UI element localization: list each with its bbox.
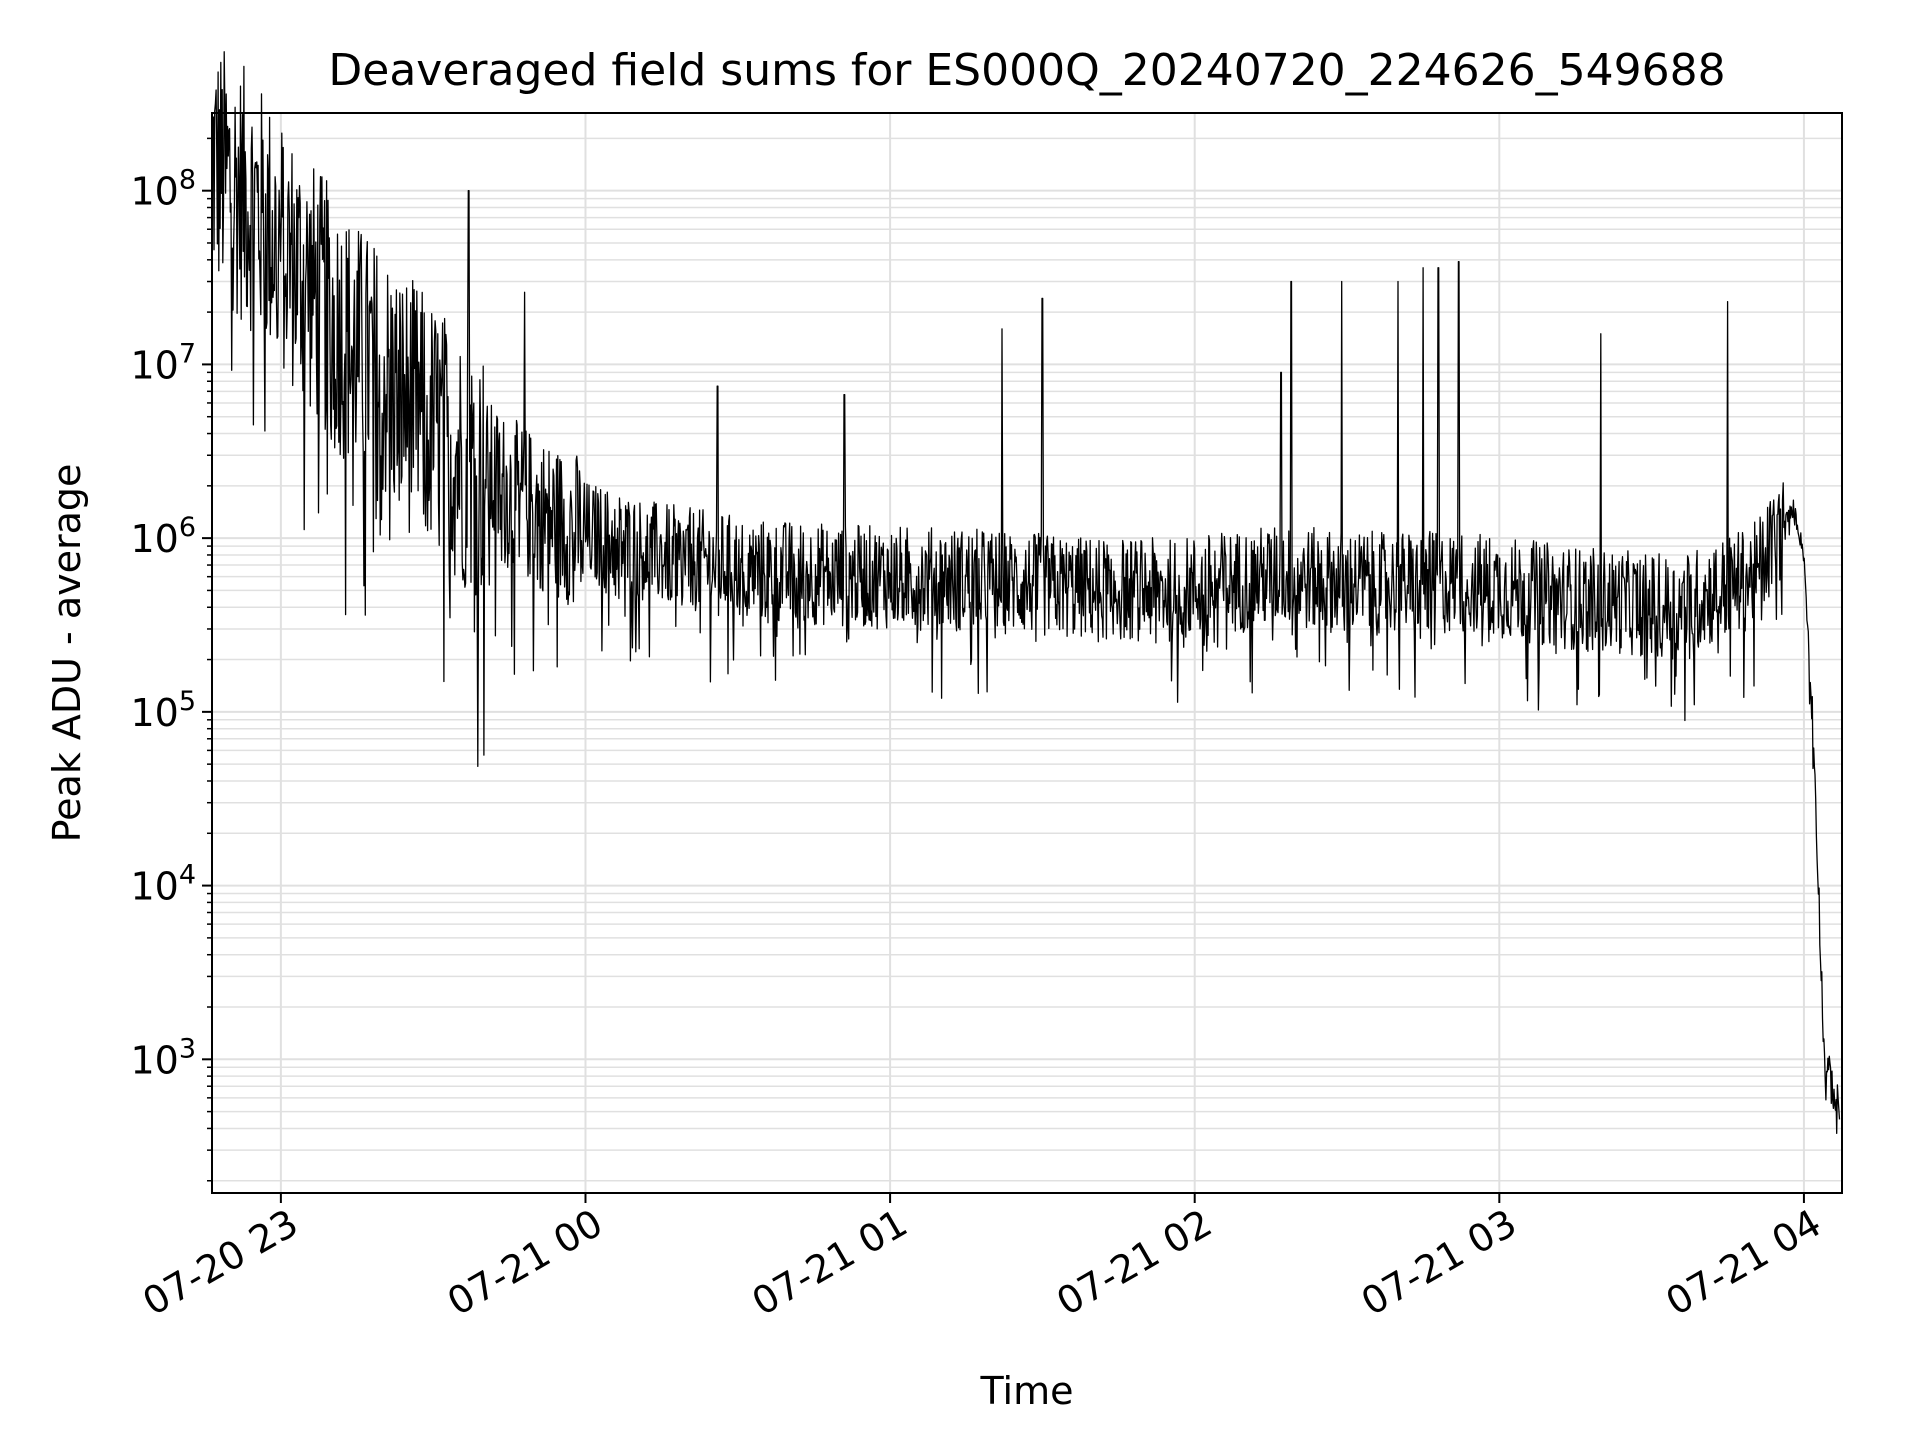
y-tick-label: 106 — [130, 512, 196, 561]
y-tick-exponent: 5 — [179, 686, 196, 717]
y-tick-label: 108 — [130, 165, 196, 214]
series-layer — [211, 51, 1841, 1135]
series-line — [211, 51, 1841, 1135]
y-tick-base: 10 — [130, 343, 178, 387]
x-axis-label: Time — [980, 1369, 1074, 1413]
y-tick-exponent: 6 — [179, 512, 196, 543]
y-tick-label: 103 — [130, 1033, 196, 1082]
plot-frame — [211, 112, 1843, 1194]
y-tick-exponent: 8 — [179, 165, 196, 196]
y-tick-exponent: 3 — [179, 1033, 196, 1064]
y-tick-exponent: 7 — [179, 338, 196, 369]
y-tick-label: 105 — [130, 686, 196, 735]
y-tick-base: 10 — [130, 865, 178, 909]
y-tick-label: 104 — [130, 860, 196, 909]
y-tick-label: 107 — [130, 338, 196, 387]
y-tick-base: 10 — [130, 170, 178, 214]
y-tick-base: 10 — [130, 517, 178, 561]
y-tick-base: 10 — [130, 691, 178, 735]
chart-title: Deaveraged field sums for ES000Q_2024072… — [328, 45, 1725, 96]
y-tick-exponent: 4 — [179, 860, 196, 891]
y-tick-base: 10 — [130, 1038, 178, 1082]
y-axis-label: Peak ADU - average — [45, 464, 89, 843]
grid — [212, 113, 1842, 1193]
